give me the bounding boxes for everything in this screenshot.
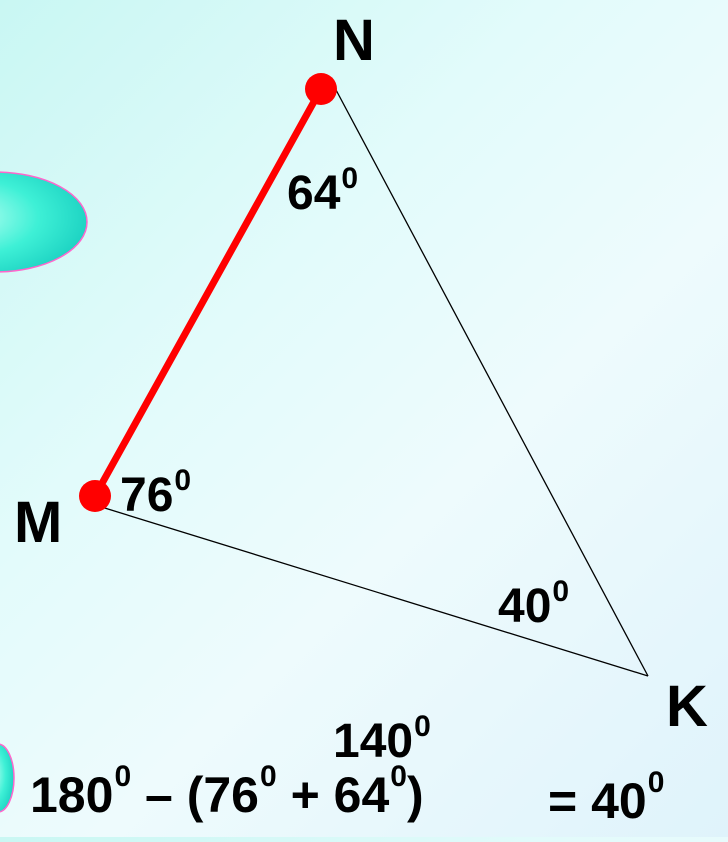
sum-label: 1400: [333, 712, 431, 768]
sum-degree: 0: [414, 710, 431, 743]
formula-degree-1: 0: [114, 760, 132, 793]
vertex-label-n: N: [333, 8, 375, 73]
decorative-ellipse-bottom: [0, 743, 15, 813]
angle-n-value: 64: [287, 167, 341, 220]
sum-value: 140: [333, 715, 414, 768]
angle-label-n: 640: [287, 164, 358, 220]
angle-k-degree: 0: [552, 575, 570, 608]
formula-result: = 400: [548, 768, 664, 829]
angle-m-value: 76: [120, 469, 174, 522]
formula-degree-3: 0: [390, 760, 407, 793]
formula-degree-2: 0: [259, 760, 277, 793]
angle-label-m: 760: [120, 466, 191, 522]
formula-close-paren: ): [406, 767, 424, 823]
angle-m-degree: 0: [174, 464, 192, 497]
angle-k-value: 40: [498, 580, 552, 633]
decorative-ellipse-top: [0, 171, 88, 273]
formula-part-180: 180: [30, 767, 114, 823]
side-mn-highlighted: [91, 85, 325, 500]
side-nk: [334, 87, 649, 677]
vertex-label-m: M: [14, 490, 63, 555]
vertex-label-k: K: [666, 674, 708, 739]
formula-part-76: – (76: [131, 767, 259, 823]
formula-part-result: = 40: [548, 773, 647, 829]
angle-n-degree: 0: [341, 162, 359, 195]
side-mk: [94, 504, 649, 677]
angle-label-k: 400: [498, 577, 569, 633]
point-m: [79, 480, 111, 512]
formula-part-64: + 64: [276, 767, 390, 823]
point-n: [305, 73, 337, 105]
angle-sum-formula: 1800 – (760 + 640): [30, 762, 424, 823]
formula-degree-result: 0: [647, 766, 665, 799]
